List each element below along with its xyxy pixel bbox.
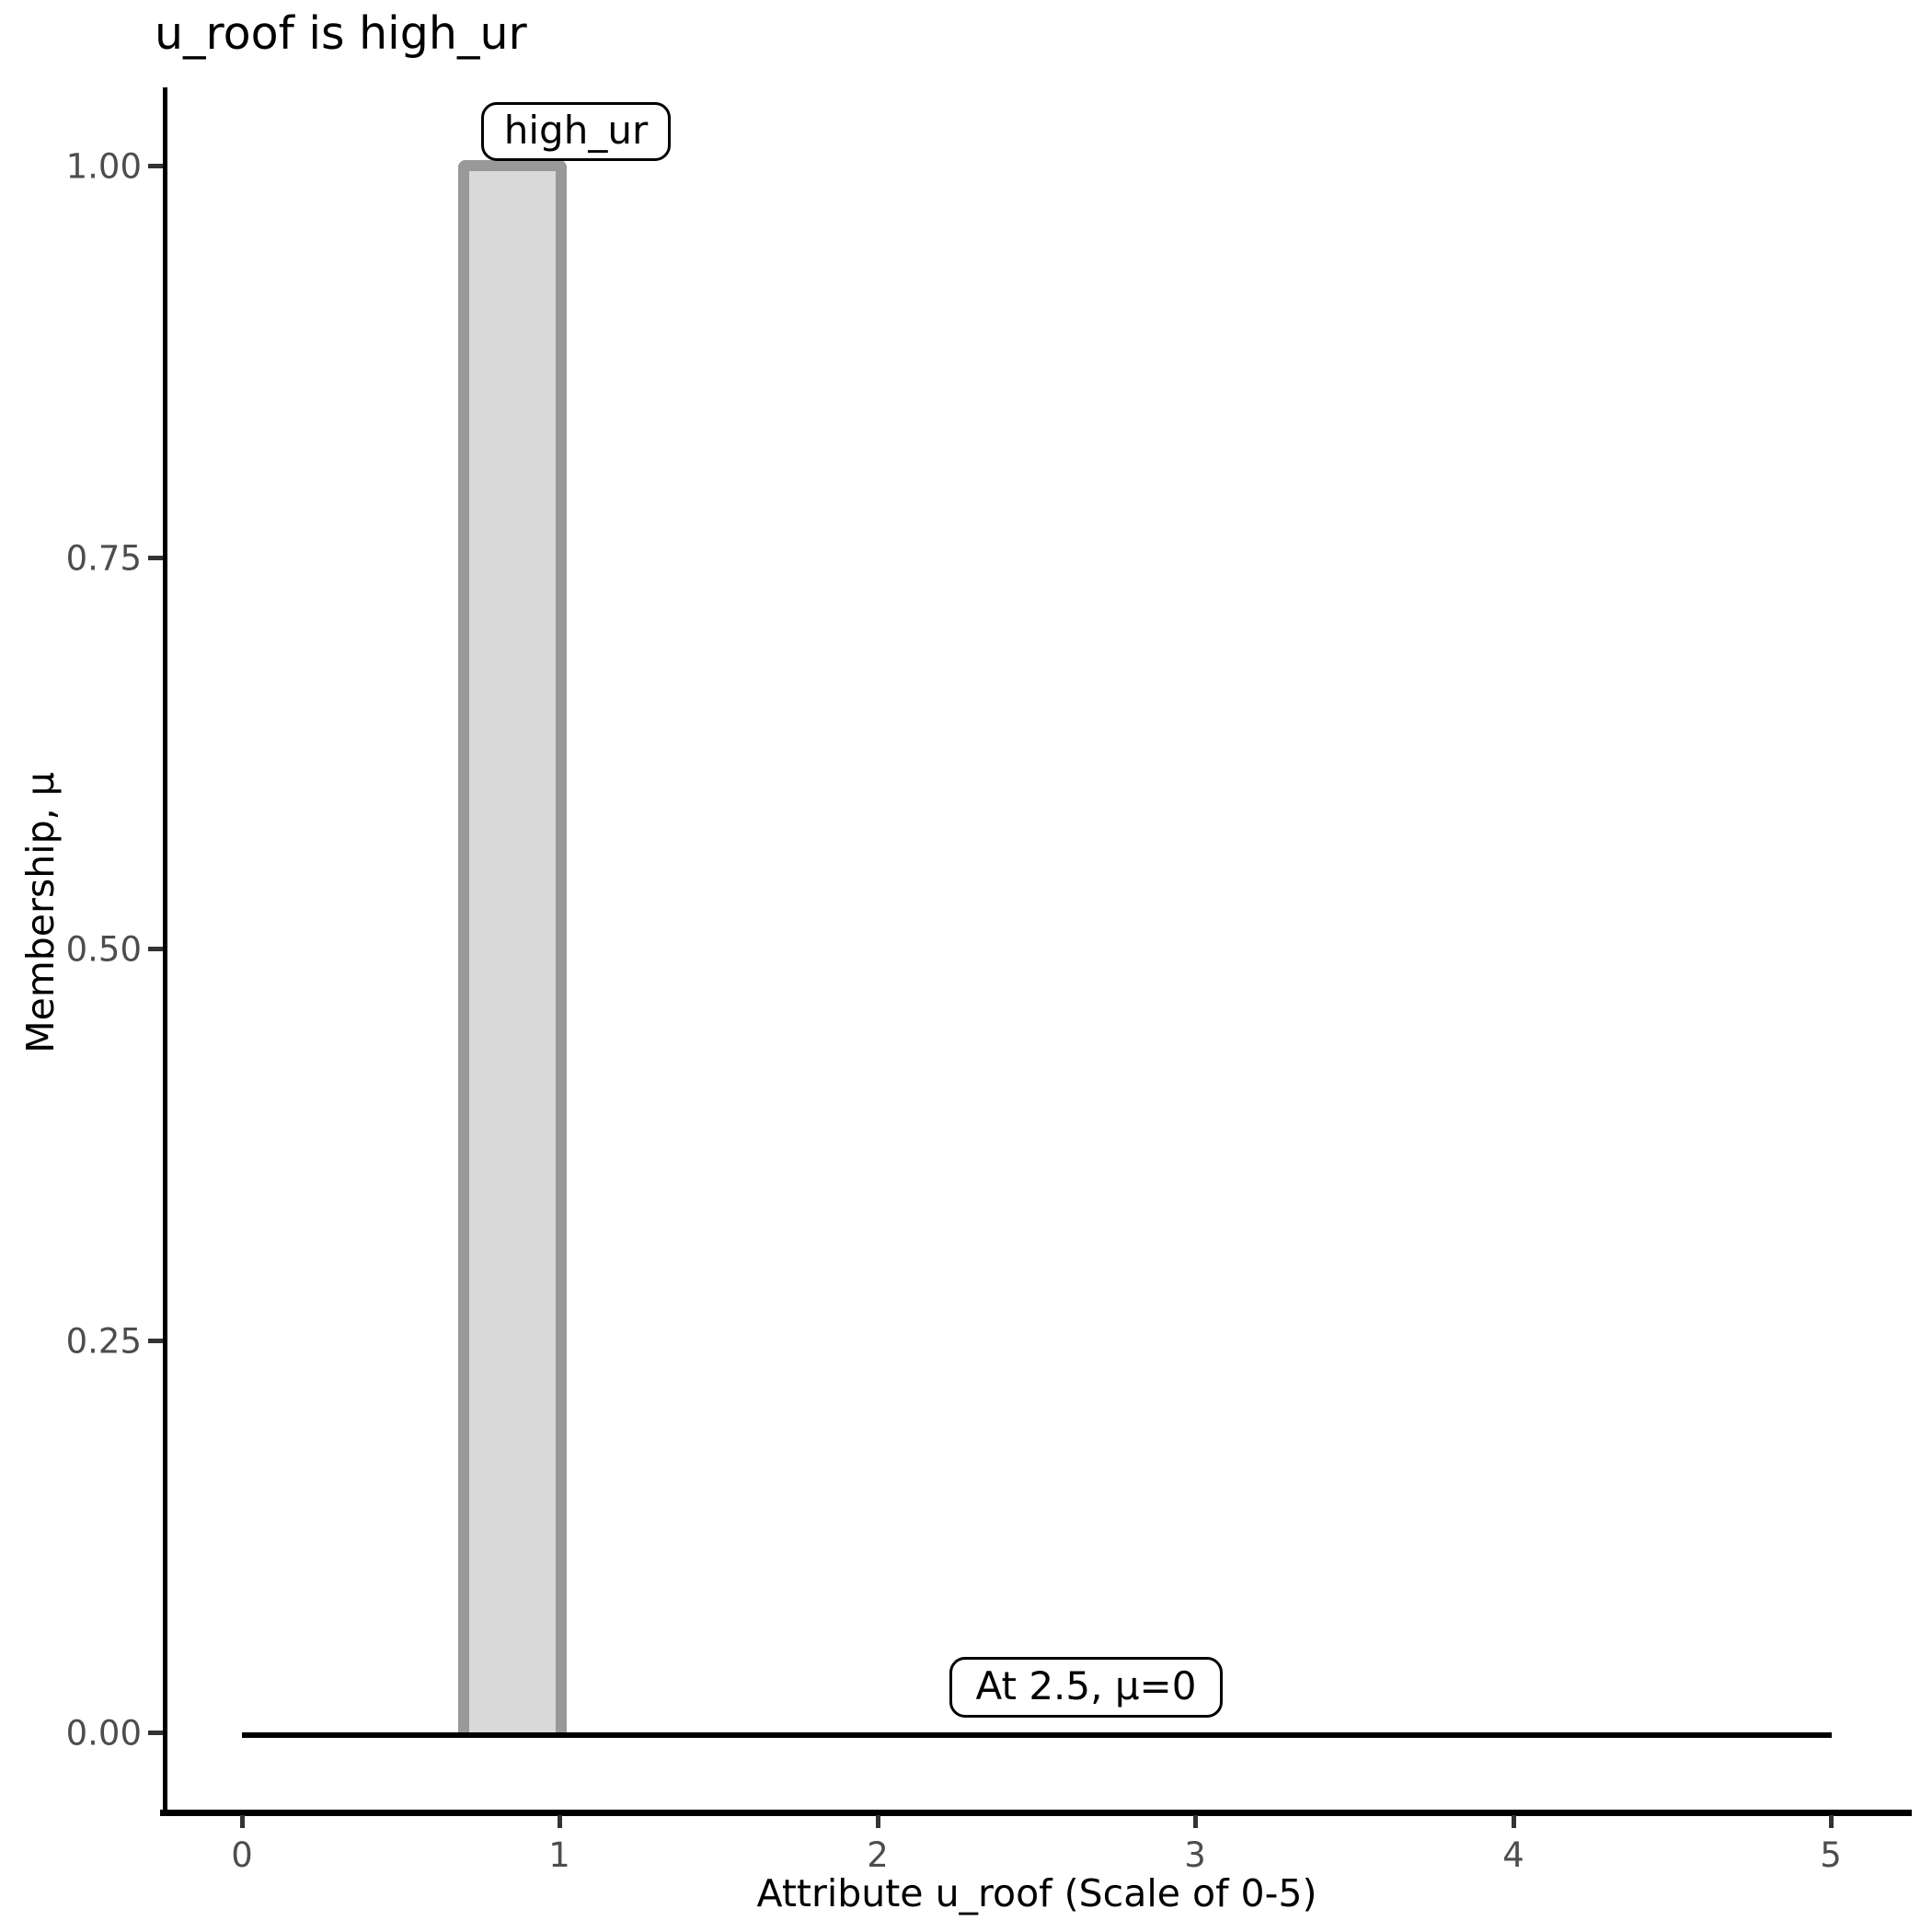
y-tick-label: 0.25 — [65, 1321, 142, 1362]
fuzzy-set-label: high_ur — [481, 102, 671, 161]
x-tick-label: 0 — [231, 1835, 253, 1875]
y-tick-mark-0.25 — [148, 1339, 163, 1343]
y-axis-line — [163, 87, 167, 1815]
x-tick-mark-3 — [1193, 1815, 1198, 1828]
fuzzy-set-bar — [458, 160, 567, 1737]
x-tick-mark-2 — [876, 1815, 880, 1828]
x-tick-label: 4 — [1502, 1835, 1524, 1875]
x-tick-label: 5 — [1820, 1835, 1842, 1875]
y-axis-title: Membership, μ — [18, 772, 63, 1053]
x-tick-mark-1 — [558, 1815, 562, 1828]
x-tick-label: 1 — [548, 1835, 570, 1875]
y-tick-mark-1.00 — [148, 164, 163, 168]
chart-title: u_roof is high_ur — [155, 7, 527, 60]
x-axis-line — [160, 1810, 1912, 1816]
y-tick-label: 0.50 — [65, 929, 142, 970]
y-tick-label: 0.75 — [65, 538, 142, 579]
y-tick-label: 0.00 — [65, 1713, 142, 1754]
x-tick-mark-5 — [1829, 1815, 1834, 1828]
x-tick-label: 2 — [867, 1835, 889, 1875]
membership-zero-line — [242, 1732, 1832, 1738]
y-tick-mark-0.50 — [148, 947, 163, 951]
y-tick-label: 1.00 — [65, 146, 142, 187]
x-tick-mark-0 — [240, 1815, 245, 1828]
y-tick-mark-0.75 — [148, 556, 163, 560]
y-tick-mark-0.00 — [148, 1731, 163, 1735]
x-tick-label: 3 — [1184, 1835, 1206, 1875]
x-tick-mark-4 — [1512, 1815, 1516, 1828]
evaluation-label: At 2.5, μ=0 — [949, 1657, 1223, 1718]
x-axis-title: Attribute u_roof (Scale of 0-5) — [756, 1871, 1317, 1915]
